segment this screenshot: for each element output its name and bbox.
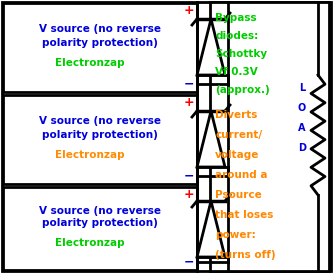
- Text: Psource: Psource: [215, 190, 262, 200]
- Text: that loses: that loses: [215, 210, 273, 220]
- Text: +: +: [184, 4, 194, 17]
- Text: +: +: [184, 96, 194, 109]
- Text: Vf 0.3V: Vf 0.3V: [215, 67, 258, 77]
- Text: diodes:: diodes:: [215, 31, 258, 41]
- Polygon shape: [197, 201, 225, 257]
- Polygon shape: [197, 111, 225, 167]
- Text: A: A: [298, 123, 306, 133]
- Text: +: +: [184, 188, 194, 201]
- Bar: [3, 187, 197, 270]
- Text: (approx.): (approx.): [215, 85, 270, 95]
- Text: Electronzap: Electronzap: [55, 58, 125, 67]
- Text: current/: current/: [215, 130, 262, 140]
- Text: −: −: [184, 78, 194, 91]
- Text: V source (no reverse: V source (no reverse: [39, 25, 161, 34]
- Text: around a: around a: [215, 170, 267, 180]
- Text: Bypass: Bypass: [215, 13, 257, 23]
- Text: Diverts: Diverts: [215, 110, 257, 120]
- Text: Electronzap: Electronzap: [55, 150, 125, 159]
- Text: L: L: [299, 83, 305, 93]
- Text: (turns off): (turns off): [215, 250, 276, 260]
- Text: polarity protection): polarity protection): [42, 218, 158, 229]
- Text: −: −: [184, 170, 194, 182]
- Bar: [210, 2, 329, 271]
- Text: polarity protection): polarity protection): [42, 129, 158, 140]
- Text: power:: power:: [215, 230, 256, 240]
- Text: D: D: [298, 143, 306, 153]
- Text: O: O: [298, 103, 306, 113]
- Text: V source (no reverse: V source (no reverse: [39, 206, 161, 215]
- Text: Electronzap: Electronzap: [55, 239, 125, 248]
- Text: polarity protection): polarity protection): [42, 37, 158, 48]
- Polygon shape: [197, 19, 225, 75]
- Text: voltage: voltage: [215, 150, 259, 160]
- Bar: [3, 3, 197, 92]
- Text: −: −: [184, 256, 194, 269]
- Bar: [3, 95, 197, 184]
- Text: V source (no reverse: V source (no reverse: [39, 117, 161, 126]
- Text: Schottky: Schottky: [215, 49, 267, 59]
